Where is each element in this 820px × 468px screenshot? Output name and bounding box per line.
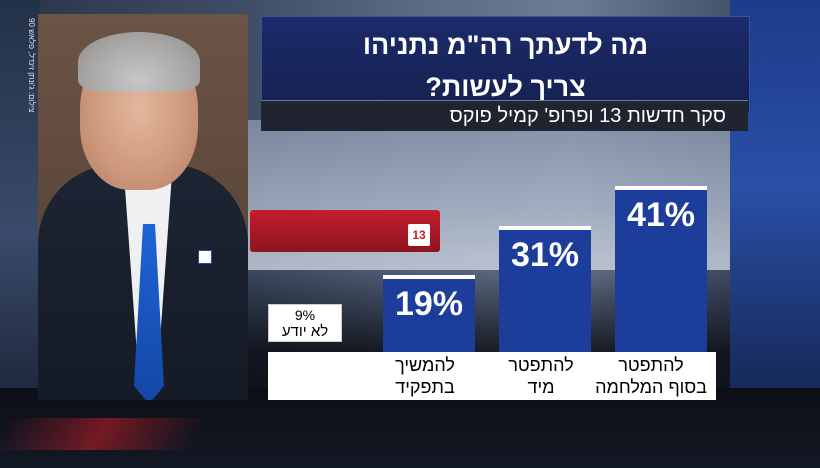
person-photo: [38, 14, 248, 400]
bar-1: 41%: [615, 185, 707, 352]
photo-hair: [78, 32, 200, 92]
chart-title-line-1: מה לדעתך רה"מ נתניהו: [362, 30, 649, 60]
channel-logo: 13: [408, 224, 430, 246]
dont-know-label: לא יודע: [281, 323, 329, 340]
category-label-line: להתפטר: [618, 355, 684, 375]
category-labels-panel: להתפטר בסוף המלחמה להתפטר מיד להמשיך בתפקיד: [268, 352, 716, 400]
category-label-2: להתפטר מיד: [476, 352, 606, 400]
floor-red-light: [0, 418, 210, 450]
bar-2: 31%: [499, 226, 591, 352]
category-label-line: מיד: [527, 377, 555, 397]
category-label-1: להתפטר בסוף המלחמה: [586, 352, 716, 400]
bar-value-label-2: 31%: [510, 236, 580, 275]
dont-know-box: 9% לא יודע: [268, 304, 342, 342]
chart-title-line-2: צריך לעשות?: [425, 72, 586, 102]
lapel-pin-icon: [198, 250, 212, 264]
chart-subtitle: סקר חדשות 13 ופרופ' קמיל פוקס: [449, 105, 726, 127]
category-label-line: להמשיך: [395, 355, 455, 375]
category-label-line: בסוף המלחמה: [595, 377, 707, 397]
chart-subtitle-box: סקר חדשות 13 ופרופ' קמיל פוקס: [261, 100, 748, 131]
bar-value-label-1: 41%: [626, 195, 696, 234]
bar-3: 19%: [383, 275, 475, 352]
studio-floor: [0, 388, 820, 468]
category-label-line: להתפטר: [508, 355, 574, 375]
category-label-line: בתפקיד: [395, 377, 455, 397]
photo-credit: צילום: ג'ונתן זינדל, פלאש 90: [27, 18, 36, 113]
chart-title-box: מה לדעתך רה"מ נתניהו צריך לעשות?: [261, 16, 750, 114]
dont-know-value: 9%: [294, 307, 316, 323]
bar-value-label-3: 19%: [394, 285, 464, 324]
category-label-3: להמשיך בתפקיד: [360, 352, 490, 400]
